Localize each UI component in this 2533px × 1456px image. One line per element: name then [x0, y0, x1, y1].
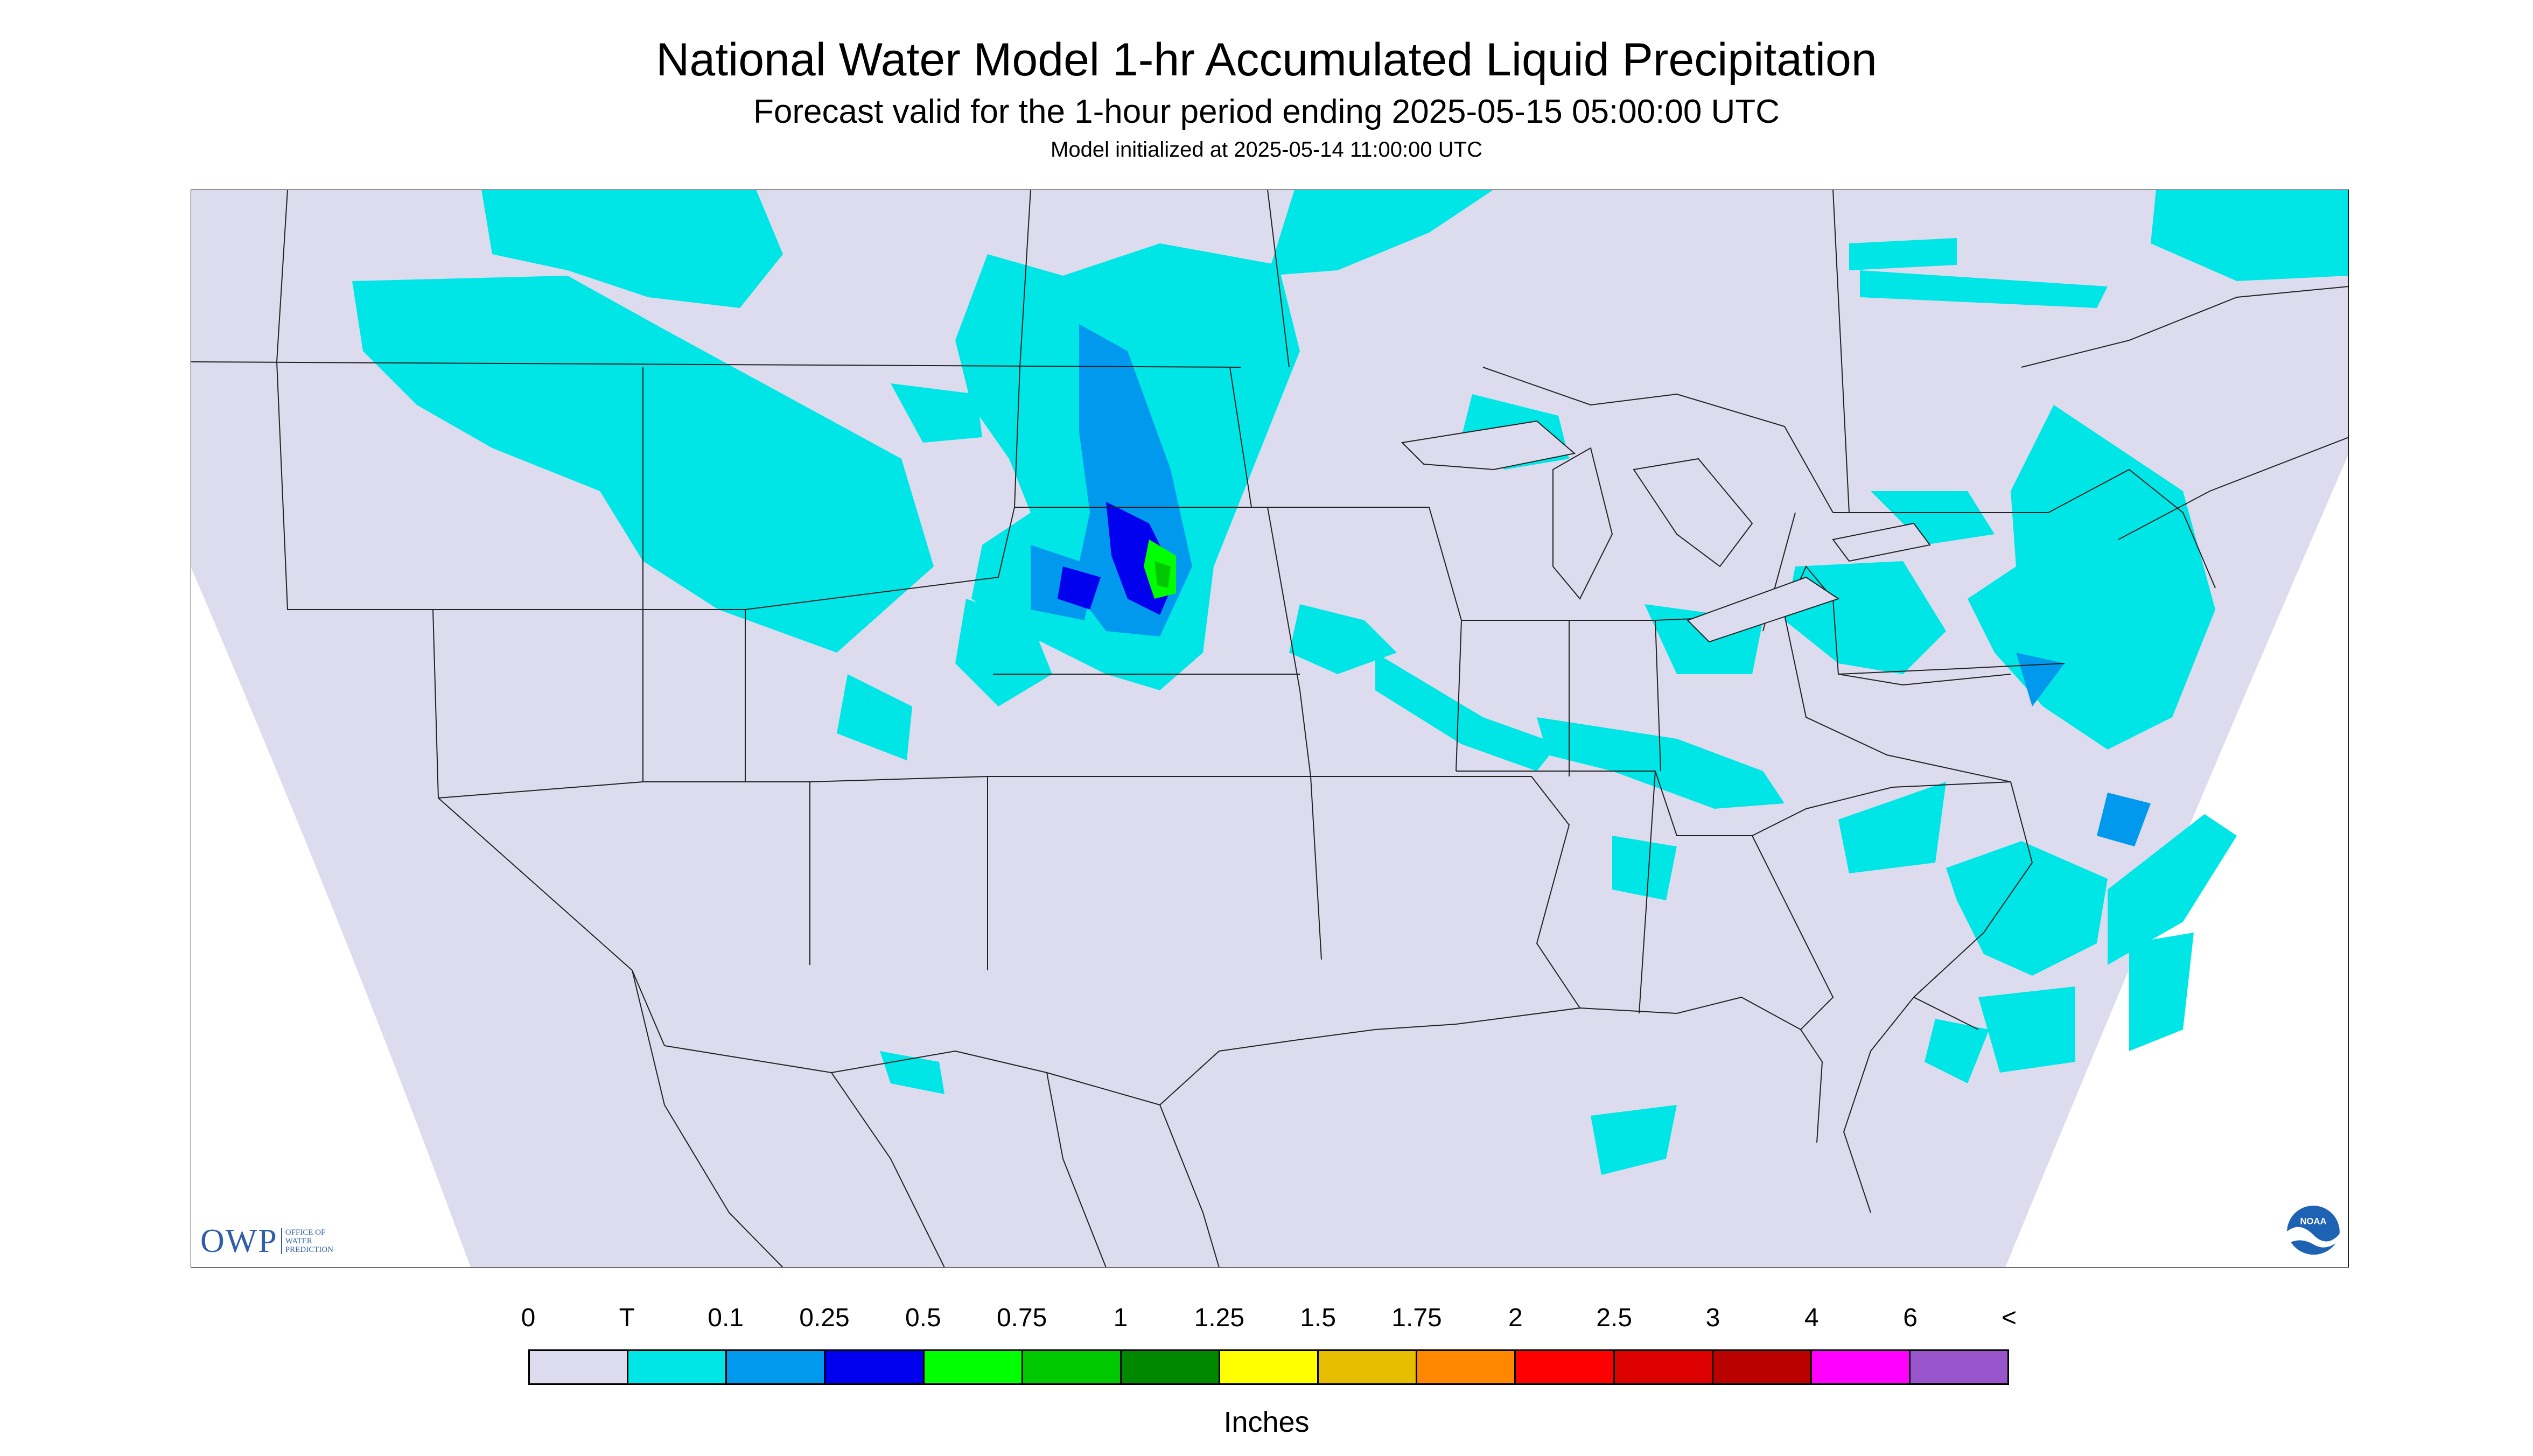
legend-swatch	[924, 1351, 1023, 1383]
legend-label: 4	[1804, 1304, 1819, 1332]
legend-swatch	[825, 1351, 925, 1383]
legend-swatch	[1614, 1351, 1713, 1383]
precipitation-map	[191, 190, 2349, 1268]
legend-label: 2.5	[1596, 1304, 1633, 1332]
legend-label: 3	[1705, 1304, 1720, 1332]
legend-label: T	[619, 1304, 635, 1332]
legend-label: 1.25	[1194, 1304, 1245, 1332]
legend-label: 0.25	[799, 1304, 850, 1332]
legend-swatch	[1023, 1351, 1122, 1383]
legend-swatch	[1910, 1351, 2008, 1383]
legend-swatch	[1220, 1351, 1319, 1383]
legend-color-bar	[528, 1349, 2009, 1385]
legend-swatch	[628, 1351, 727, 1383]
owp-logo-text: OWP	[200, 1222, 278, 1259]
legend-swatch	[530, 1351, 629, 1383]
legend-swatch	[1319, 1351, 1418, 1383]
owp-logo: OWP OFFICE OF WATER PREDICTION	[200, 1222, 350, 1260]
legend-label: 0.1	[708, 1304, 744, 1332]
legend-swatch	[1417, 1351, 1516, 1383]
legend-label: 2	[1508, 1304, 1523, 1332]
legend-label: 6	[1903, 1304, 1918, 1332]
legend-label: 1	[1113, 1304, 1128, 1332]
legend-units: Inches	[1223, 1406, 1310, 1438]
map-subtitle: Forecast valid for the 1-hour period end…	[753, 93, 1780, 130]
map-title: National Water Model 1-hr Accumulated Li…	[656, 34, 1877, 86]
legend-swatch	[1713, 1351, 1812, 1383]
legend-label: 0.5	[905, 1304, 941, 1332]
legend-label: 1.5	[1300, 1304, 1337, 1332]
svg-text:NOAA: NOAA	[2300, 1216, 2327, 1226]
legend-swatch	[1516, 1351, 1615, 1383]
legend-label: <	[2001, 1304, 2017, 1332]
model-init-note: Model initialized at 2025-05-14 11:00:00…	[1051, 138, 1482, 162]
noaa-logo: NOAA	[2286, 1205, 2341, 1259]
legend-label: 0	[521, 1304, 536, 1332]
legend-label: 1.75	[1391, 1304, 1442, 1332]
legend-label: 0.75	[996, 1304, 1047, 1332]
owp-logo-subtext: OFFICE OF WATER PREDICTION	[281, 1228, 350, 1254]
legend-swatch	[727, 1351, 826, 1383]
legend-swatch	[1121, 1351, 1220, 1383]
legend-labels: 0 T 0.1 0.25 0.5 0.75 1 1.25 1.5 1.75 2 2.5 3 4 6 <	[521, 1303, 2017, 1341]
legend-swatch	[1811, 1351, 1911, 1383]
